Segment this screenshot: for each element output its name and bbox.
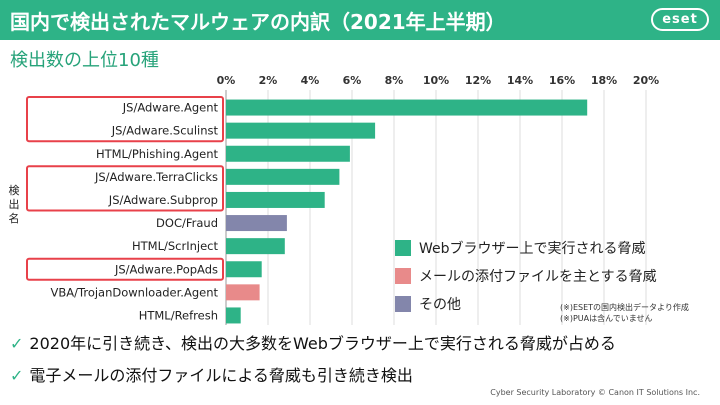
page-title: 国内で検出されたマルウェアの内訳（2021年上半期） [10,10,506,34]
highlight-box [26,165,224,212]
bar [226,99,588,116]
chart-subtitle: 検出数の上位10種 [10,50,159,71]
bar [226,307,241,324]
finding-2-text: 電子メールの添付ファイルによる脅威も引き続き検出 [29,366,413,385]
bar [226,238,285,255]
legend-item-web: Webブラウザー上で実行される脅威 [395,238,646,258]
eset-logo: eset [651,8,709,31]
x-tick-label: 16% [549,74,575,87]
x-tick-label: 20% [633,74,659,87]
category-label: DOC/Fraud [156,216,218,230]
x-tick-label: 8% [385,74,404,87]
bar [226,261,262,278]
legend-swatch-email [395,268,411,284]
legend-label-email: メールの添付ファイルを主とする脅威 [419,269,657,285]
finding-2: ✓ 電子メールの添付ファイルによる脅威も引き続き検出 [10,362,413,386]
x-tick-label: 10% [423,74,449,87]
legend-label-other: その他 [419,297,461,313]
bar [226,122,376,139]
bar [226,168,340,185]
category-label: JS/Adware.PopAds [114,262,218,276]
y-axis-title-char: 名 [9,211,20,225]
x-tick-label: 6% [343,74,362,87]
y-axis-title-char: 出 [9,197,20,211]
bar [226,145,350,162]
category-label: VBA/TrojanDownloader.Agent [51,285,219,299]
legend-swatch-other [395,296,411,312]
note-source: (※)ESETの国内検出データより作成 [560,303,689,312]
highlight-box [26,96,224,143]
category-label: HTML/ScrInject [132,239,218,253]
legend-swatch-web [395,240,411,256]
bar [226,191,325,208]
legend-item-other: その他 [395,294,461,314]
footer-copyright: Cyber Security Laboratory © Canon IT Sol… [490,388,700,397]
x-tick-label: 14% [507,74,533,87]
category-label: JS/Adware.Sculinst [111,124,219,138]
category-label: JS/Adware.Subprop [108,193,218,207]
check-icon: ✓ [10,366,24,385]
category-label: HTML/Phishing.Agent [96,147,219,161]
x-tick-label: 4% [301,74,320,87]
category-label: JS/Adware.TerraClicks [94,170,218,184]
y-axis-title-char: 検 [9,183,20,197]
bar [226,284,260,301]
finding-1: ✓ 2020年に引き続き、検出の大多数をWebブラウザー上で実行される脅威が占める [10,330,616,354]
x-tick-label: 12% [465,74,491,87]
note-pua: (※)PUAは含んでいません [560,314,653,323]
bar [226,215,287,232]
finding-1-text: 2020年に引き続き、検出の大多数をWebブラウザー上で実行される脅威が占める [29,334,616,353]
legend-label-web: Webブラウザー上で実行される脅威 [419,241,646,257]
x-tick-label: 18% [591,74,617,87]
x-tick-label: 2% [259,74,278,87]
highlight-box [26,257,224,281]
category-label: HTML/Refresh [139,308,218,322]
legend-item-email: メールの添付ファイルを主とする脅威 [395,266,657,286]
check-icon: ✓ [10,334,24,353]
x-tick-label: 0% [217,74,236,87]
category-label: JS/Adware.Agent [122,101,219,115]
header-bar: 国内で検出されたマルウェアの内訳（2021年上半期） eset [0,0,720,40]
